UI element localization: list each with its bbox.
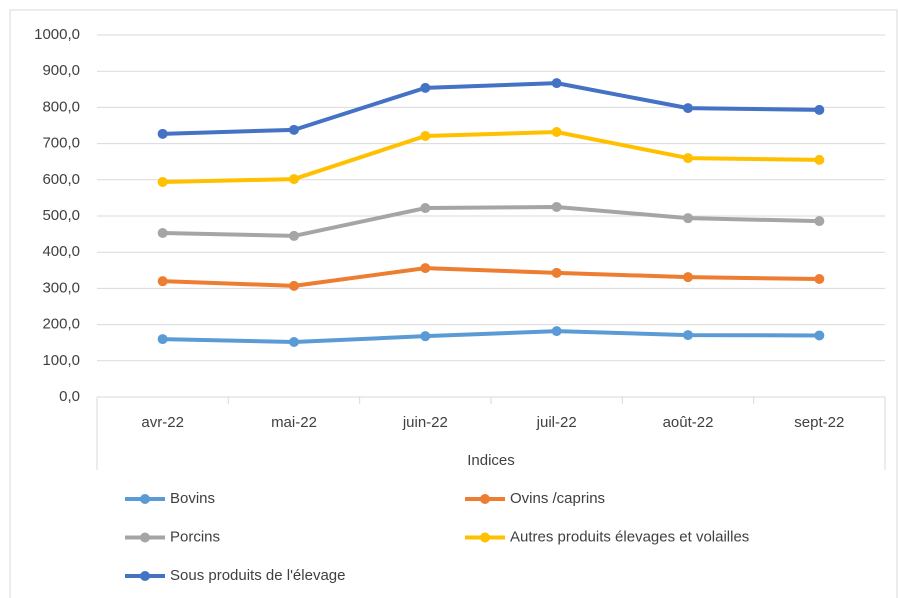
- marker: [683, 103, 693, 114]
- marker: [683, 272, 693, 283]
- marker: [683, 213, 693, 224]
- chart-border: [9, 9, 898, 598]
- marker: [289, 174, 299, 185]
- line: [162, 204, 820, 238]
- marker: [551, 78, 562, 89]
- legend-marker: [140, 532, 150, 543]
- y-tick-label: 500,0: [42, 207, 80, 224]
- line: [162, 329, 820, 344]
- x-tick-label: juil-22: [536, 414, 577, 431]
- marker: [683, 330, 693, 341]
- marker: [683, 153, 693, 164]
- legend-label: Bovins: [170, 490, 215, 507]
- line: [162, 81, 820, 136]
- marker: [814, 154, 825, 165]
- legend-marker: [140, 494, 150, 504]
- y-tick-label: 200,0: [42, 316, 80, 333]
- marker: [289, 230, 299, 241]
- marker: [157, 334, 168, 345]
- legend-marker: [480, 494, 490, 504]
- marker: [289, 124, 299, 135]
- y-tick-label: 300,0: [42, 279, 80, 296]
- legend-label: Autres produits élevages et volailles: [510, 528, 749, 545]
- marker: [157, 128, 168, 139]
- marker: [420, 130, 431, 141]
- marker: [289, 336, 299, 347]
- marker: [551, 326, 562, 337]
- marker: [814, 273, 825, 284]
- legend-label: Porcins: [170, 528, 220, 545]
- x-axis-label: Indices: [467, 452, 515, 469]
- marker: [551, 267, 562, 278]
- marker: [814, 104, 825, 115]
- y-tick-label: 700,0: [42, 135, 80, 152]
- x-tick-label: août-22: [663, 414, 714, 431]
- marker: [551, 201, 562, 212]
- marker: [157, 228, 168, 239]
- line: [162, 130, 820, 184]
- marker: [814, 330, 825, 341]
- x-tick-label: mai-22: [271, 414, 317, 431]
- legend-label: Ovins /caprins: [510, 490, 605, 507]
- y-tick-label: 900,0: [42, 62, 80, 79]
- marker: [420, 203, 431, 214]
- y-tick-label: 600,0: [42, 171, 80, 188]
- y-tick-label: 400,0: [42, 243, 80, 260]
- y-tick-label: 800,0: [42, 98, 80, 115]
- y-tick-label: 100,0: [42, 352, 80, 369]
- legend-marker: [480, 532, 490, 543]
- x-tick-label: avr-22: [141, 414, 184, 431]
- marker: [157, 276, 168, 287]
- marker: [157, 176, 168, 187]
- line: [162, 266, 820, 288]
- legend-marker: [140, 571, 150, 581]
- x-tick-label: juin-22: [402, 414, 448, 431]
- y-tick-label: 0,0: [59, 388, 80, 405]
- x-tick-label: sept-22: [794, 414, 844, 431]
- marker: [289, 280, 299, 291]
- y-tick-label: 1000,0: [34, 26, 80, 43]
- marker: [420, 263, 431, 274]
- marker: [551, 127, 562, 138]
- marker: [420, 331, 431, 342]
- marker: [814, 216, 825, 227]
- legend-label: Sous produits de l'élevage: [170, 567, 345, 584]
- marker: [420, 82, 431, 93]
